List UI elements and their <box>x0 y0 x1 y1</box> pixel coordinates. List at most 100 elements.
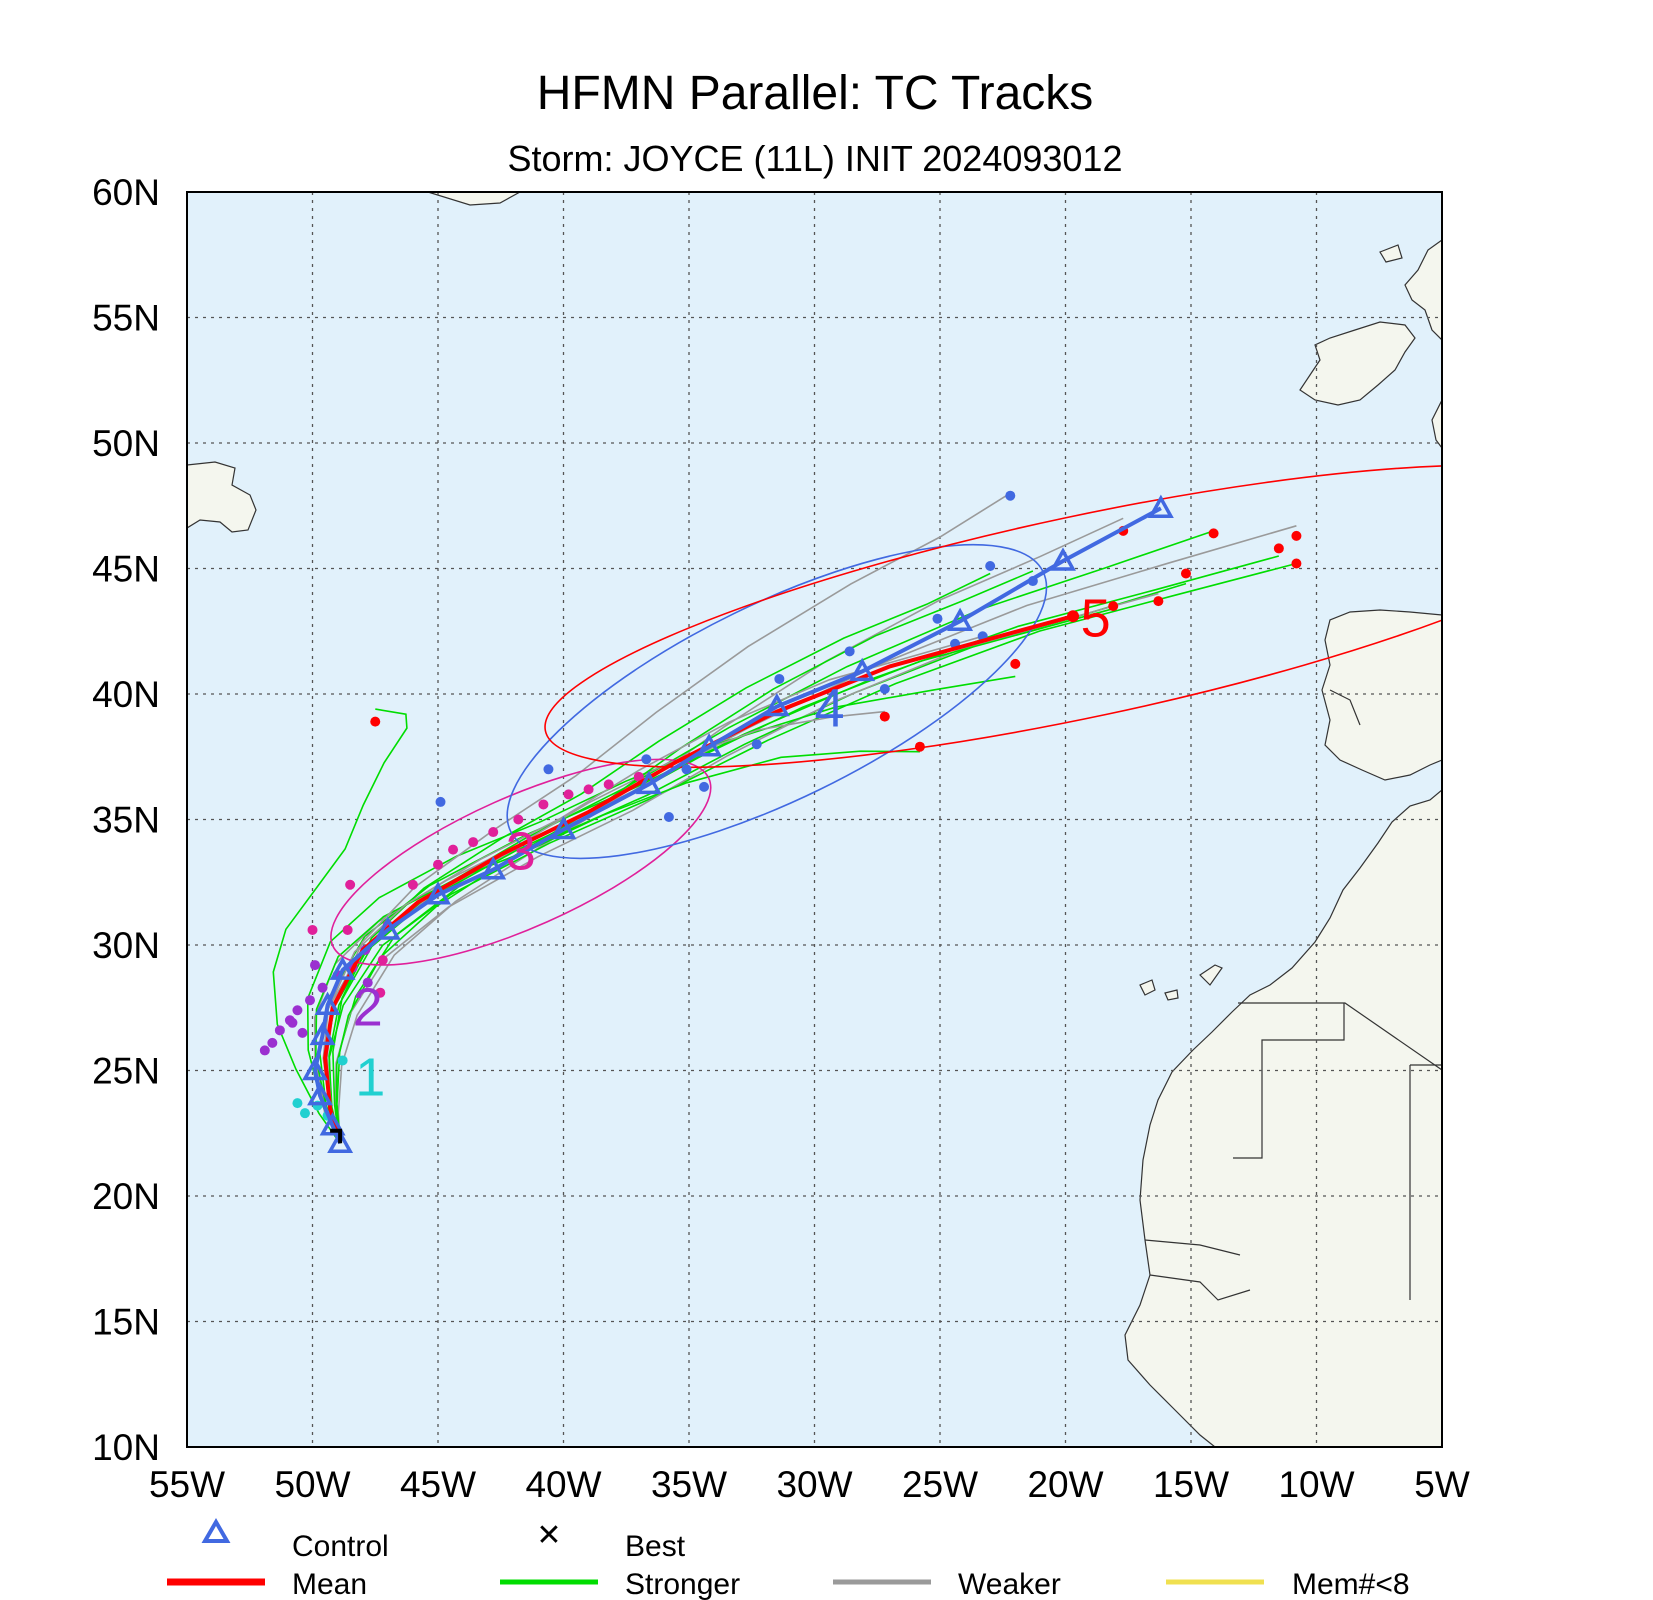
day3-point <box>342 924 353 935</box>
member-track <box>272 708 408 1144</box>
day3-point <box>345 879 356 890</box>
newfoundland-landmass <box>187 461 257 533</box>
control-track-triangle <box>947 607 974 631</box>
forecast-day-label: 2 <box>353 977 383 1037</box>
y-tick-label: 25N <box>92 1051 160 1092</box>
day5-point <box>1180 568 1191 579</box>
member-track <box>328 607 1114 1144</box>
uncertainty-ellipse-day-5 <box>544 464 1442 769</box>
member-track <box>332 572 991 1144</box>
day2-point <box>267 1037 278 1048</box>
day3-point <box>407 879 418 890</box>
control-track-triangle <box>763 692 790 717</box>
lat-lon-grid <box>187 192 1442 1447</box>
day4-point <box>985 560 996 571</box>
day2-point <box>292 1005 303 1016</box>
day3-point <box>433 859 443 870</box>
day2-point <box>274 1025 285 1036</box>
day2-point <box>297 1027 308 1038</box>
legend: Control ✕ Best Mean Stronger Weaker Mem#… <box>167 1518 1410 1600</box>
control-track-triangle <box>314 991 341 1015</box>
y-tick-label: 60N <box>92 172 160 213</box>
x-tick-label: 5W <box>1414 1464 1470 1505</box>
day5-point <box>1273 543 1284 554</box>
control-track-triangle <box>480 856 507 880</box>
day1-point <box>299 1108 310 1119</box>
best-track <box>330 1128 343 1144</box>
day3-point <box>488 827 499 838</box>
y-tick-label: 50N <box>92 423 160 464</box>
control-track-triangle <box>425 881 451 905</box>
day2-point <box>259 1045 270 1056</box>
iberia-landmass <box>1321 609 1442 781</box>
day4-point <box>699 781 710 792</box>
day3-point <box>603 779 614 790</box>
y-tick-label: 55N <box>92 298 160 339</box>
day2-point <box>362 977 373 988</box>
x-tick-labels: 55W 50W 45W 40W 35W 30W 25W 20W 15W 10W 5W <box>149 1464 1470 1505</box>
scotland-fragment <box>1379 244 1403 263</box>
x-tick-label: 45W <box>400 1464 476 1505</box>
forecast-day-label: 5 <box>1081 588 1111 648</box>
control-track-triangle <box>302 1056 328 1081</box>
y-tick-label: 30N <box>92 925 160 966</box>
day2-point <box>317 982 328 993</box>
day4-point <box>774 673 785 684</box>
day5-point <box>1010 658 1021 669</box>
day4-point <box>641 754 652 765</box>
x-tick-label: 55W <box>149 1464 225 1505</box>
day3-point <box>448 844 459 855</box>
legend-mem-label: Mem#<8 <box>1292 1568 1410 1600</box>
y-tick-label: 40N <box>92 674 160 715</box>
day1-point <box>337 1055 348 1066</box>
day3-point <box>307 924 318 935</box>
x-tick-label: 25W <box>902 1464 978 1505</box>
mean-track <box>323 610 1080 1144</box>
day5-point <box>1108 601 1119 612</box>
day5-point <box>1291 558 1302 569</box>
day3-point <box>377 955 388 966</box>
legend-best-symbol: ✕ <box>536 1518 561 1553</box>
x-tick-label: 20W <box>1027 1464 1103 1505</box>
y-tick-label: 15N <box>92 1302 160 1343</box>
plot-frame <box>186 191 1443 1448</box>
day5-point <box>1153 596 1164 607</box>
y-tick-label: 20N <box>92 1176 160 1217</box>
control-track-triangle <box>849 657 876 682</box>
y-tick-label: 35N <box>92 800 160 841</box>
day4-point <box>663 811 674 822</box>
day5-point <box>1208 528 1219 539</box>
day4-point <box>543 764 554 775</box>
control-track-triangle <box>1050 547 1076 571</box>
best-track-line <box>330 1128 343 1144</box>
country-borders <box>1144 689 1442 1301</box>
day3-point <box>583 784 594 795</box>
control-track-triangle <box>329 956 356 980</box>
day4-point <box>681 764 692 775</box>
land-layer <box>187 192 1442 1447</box>
control-track-line <box>312 506 1162 1145</box>
day4-point <box>1005 490 1016 501</box>
day2-point <box>287 1017 298 1028</box>
forecast-day-label: 3 <box>506 822 536 882</box>
day3-point <box>468 837 479 848</box>
control-track <box>302 494 1174 1154</box>
greenland-fragment <box>427 192 521 206</box>
day3-point <box>513 814 524 825</box>
control-track-triangle <box>635 770 662 795</box>
mean-track-line <box>323 614 1074 1144</box>
day2-point <box>304 995 315 1006</box>
uncertainty-ellipse-day-3 <box>330 758 712 966</box>
canary-islands <box>1139 964 1223 1001</box>
legend-weaker-label: Weaker <box>958 1568 1061 1600</box>
mean-track-end-point <box>1067 610 1080 623</box>
x-tick-label: 50W <box>274 1464 350 1505</box>
day3-point <box>633 771 644 782</box>
day5-point <box>879 711 890 722</box>
day4-point <box>879 683 890 694</box>
day3-point <box>563 789 574 800</box>
africa-landmass <box>1124 789 1442 1447</box>
legend-stronger-label: Stronger <box>625 1568 740 1600</box>
